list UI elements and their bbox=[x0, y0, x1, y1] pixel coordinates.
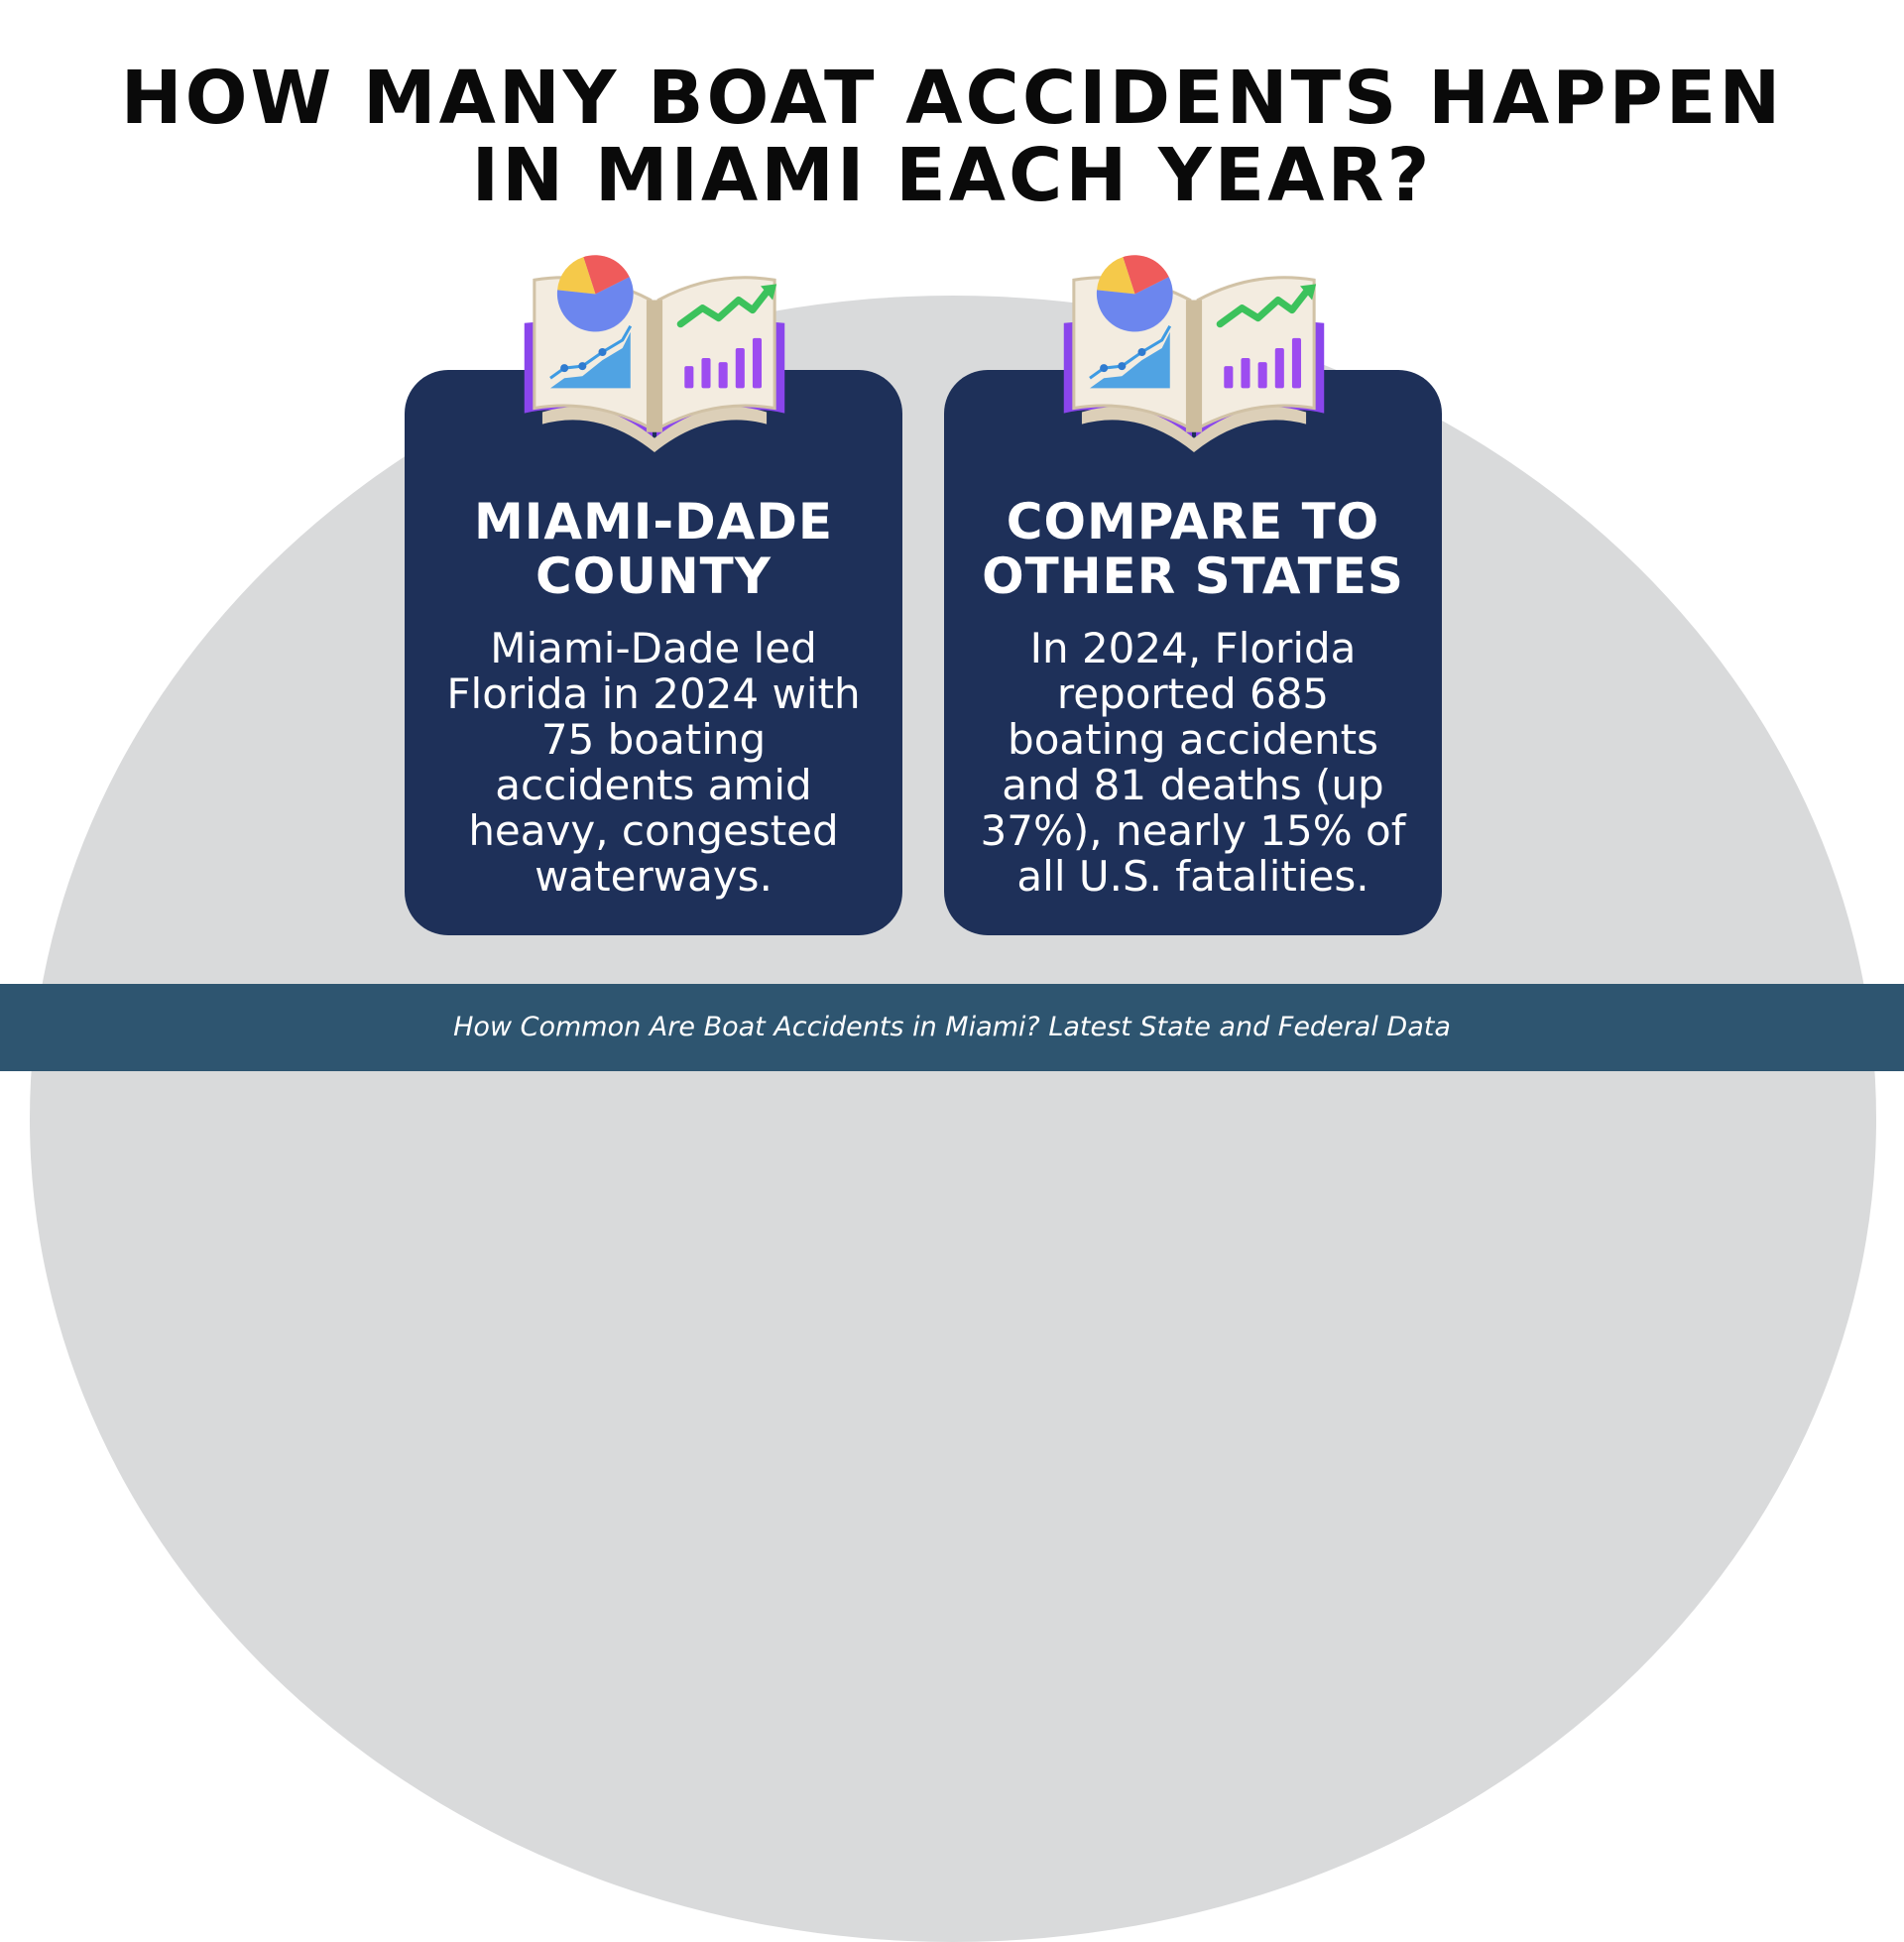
miami-dade-card: MIAMI-DADE COUNTY Miami-Dade led Florida… bbox=[405, 370, 902, 935]
card-body-line: all U.S. fatalities. bbox=[1016, 852, 1369, 901]
title-line-2: IN MIAMI EACH YEAR? bbox=[471, 133, 1433, 218]
card-body-line: 75 boating bbox=[540, 715, 767, 764]
card-heading-line: MIAMI-DADE bbox=[473, 493, 834, 550]
card-heading: MIAMI-DADE COUNTY bbox=[415, 495, 892, 604]
card-body-line: accidents amid bbox=[495, 761, 812, 809]
card-body-line: reported 685 bbox=[1056, 669, 1330, 718]
card-heading-line: COMPARE TO bbox=[1006, 493, 1380, 550]
title-line-1: HOW MANY BOAT ACCIDENTS HAPPEN bbox=[120, 56, 1784, 141]
compare-states-card: COMPARE TO OTHER STATES In 2024, Florida… bbox=[944, 370, 1442, 935]
card-heading-line: COUNTY bbox=[536, 547, 772, 605]
card-heading: COMPARE TO OTHER STATES bbox=[954, 495, 1432, 604]
statistics-book-icon bbox=[1063, 255, 1325, 452]
card-body-line: and 81 deaths (up bbox=[1002, 761, 1384, 809]
card-body-line: waterways. bbox=[535, 852, 773, 901]
footer-caption: How Common Are Boat Accidents in Miami? … bbox=[453, 1012, 1451, 1042]
card-body-line: heavy, congested bbox=[468, 806, 839, 855]
statistics-book-icon bbox=[524, 255, 785, 452]
page-title: HOW MANY BOAT ACCIDENTS HAPPEN IN MIAMI … bbox=[0, 60, 1904, 214]
card-heading-line: OTHER STATES bbox=[982, 547, 1404, 605]
footer-banner: How Common Are Boat Accidents in Miami? … bbox=[0, 984, 1904, 1071]
card-body-line: In 2024, Florida bbox=[1029, 624, 1357, 672]
card-body-line: Miami-Dade led bbox=[490, 624, 817, 672]
card-body: Miami-Dade led Florida in 2024 with 75 b… bbox=[418, 626, 889, 900]
card-body-line: boating accidents bbox=[1008, 715, 1378, 764]
card-body: In 2024, Florida reported 685 boating ac… bbox=[958, 626, 1428, 900]
card-body-line: Florida in 2024 with bbox=[446, 669, 861, 718]
card-body-line: 37%), nearly 15% of bbox=[980, 806, 1406, 855]
